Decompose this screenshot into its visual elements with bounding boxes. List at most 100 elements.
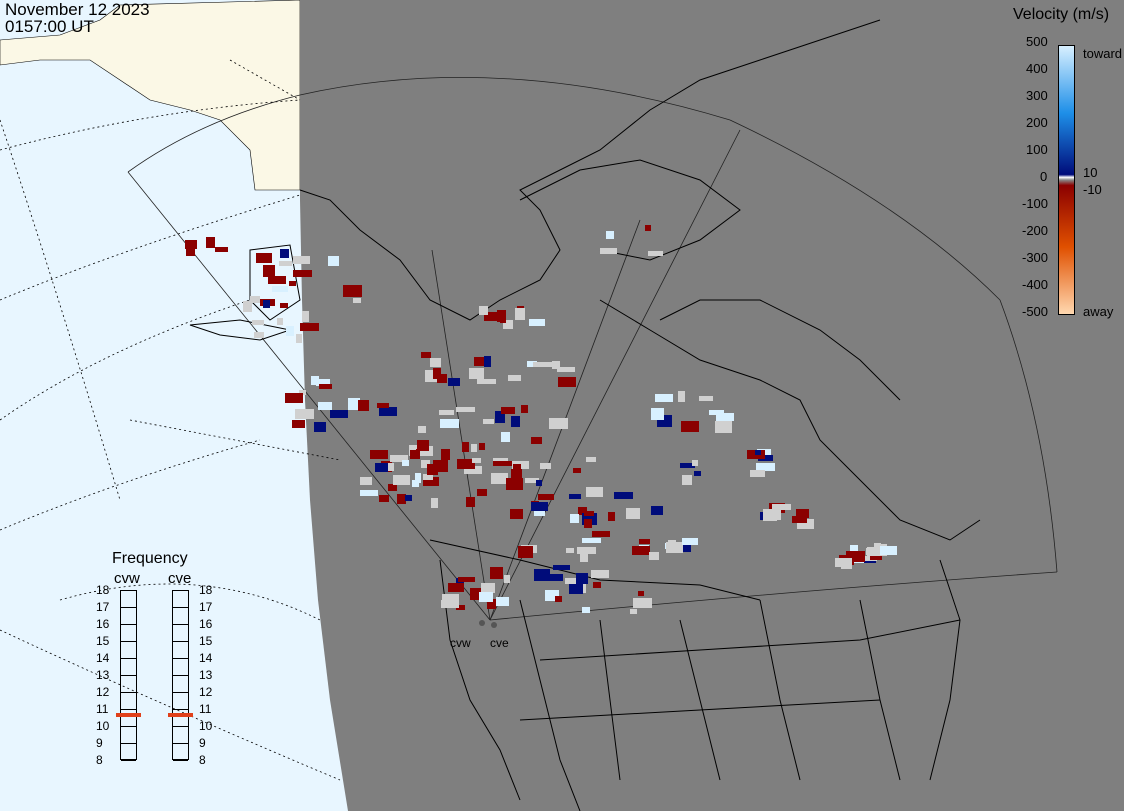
velocity-cell: [456, 605, 465, 610]
velocity-cell: [493, 458, 508, 463]
velocity-cell: [846, 551, 865, 562]
frequency-scale-label: 11: [96, 702, 109, 716]
velocity-cell: [755, 450, 761, 455]
frequency-cell: [121, 659, 136, 676]
frequency-cell: [173, 676, 188, 693]
frequency-cell: [121, 608, 136, 625]
velocity-cell: [483, 419, 494, 424]
velocity-cell: [299, 390, 306, 395]
velocity-cell: [527, 361, 537, 367]
frequency-scale-label: 14: [199, 651, 213, 665]
frequency-scale-label: 18: [199, 583, 213, 597]
velocity-cell: [525, 478, 539, 483]
velocity-cell: [678, 391, 685, 402]
velocity-cell: [518, 546, 533, 558]
frequency-cell: [121, 625, 136, 642]
velocity-cell: [511, 416, 520, 427]
velocity-cell: [379, 407, 397, 416]
velocity-cell: [515, 308, 525, 320]
velocity-cell: [552, 361, 560, 369]
velocity-tick: -200: [1022, 223, 1049, 238]
velocity-cell: [584, 519, 592, 528]
coastlines: [189, 19, 981, 811]
velocity-cell: [415, 473, 421, 483]
velocity-cell: [302, 311, 309, 322]
radar-name-cvw: cvw: [114, 570, 140, 587]
frequency-scale-label: 11: [199, 702, 212, 716]
frequency-cell: [121, 727, 136, 744]
velocity-cell: [254, 332, 264, 338]
velocity-cell: [538, 494, 554, 500]
frequency-cell: [173, 642, 188, 659]
velocity-cell: [279, 261, 292, 266]
velocity-cell: [186, 246, 195, 256]
velocity-cell: [835, 558, 852, 567]
velocity-cell: [330, 410, 348, 418]
velocity-cell: [316, 379, 330, 386]
velocity-cell: [651, 408, 664, 420]
velocity-cell: [439, 410, 454, 415]
velocity-cell: [531, 502, 548, 511]
velocity-cell: [360, 477, 372, 485]
velocity-cell: [469, 368, 484, 379]
velocity-tick: -500: [1022, 304, 1049, 319]
velocity-cell: [758, 455, 773, 461]
velocity-threshold-negative: -10: [1083, 182, 1102, 197]
velocity-cell: [388, 484, 397, 491]
radar-name-cve: cve: [168, 570, 192, 587]
radar-site-label-cve: cve: [490, 636, 509, 650]
velocity-cell: [496, 597, 509, 606]
velocity-cell: [318, 402, 332, 410]
frequency-cell: [173, 693, 188, 710]
velocity-cell: [493, 461, 512, 466]
velocity-cell: [423, 477, 439, 486]
velocity-cell: [692, 460, 698, 466]
velocity-cell: [458, 577, 475, 582]
velocity-cell: [387, 463, 394, 471]
frequency-panel-title: Frequency: [112, 550, 188, 567]
velocity-cell: [511, 469, 522, 481]
velocity-cell: [772, 504, 791, 510]
velocity-cells: [185, 225, 897, 614]
velocity-cell: [592, 531, 610, 537]
frequency-scale-label: 15: [199, 634, 213, 648]
velocity-cell: [479, 443, 485, 450]
velocity-tick: 300: [1026, 88, 1048, 103]
velocity-cell: [630, 609, 637, 614]
frequency-scale-label: 16: [199, 617, 213, 631]
frequency-marker-cve: [168, 713, 193, 717]
velocity-cell: [487, 599, 496, 609]
velocity-cell: [433, 368, 441, 379]
velocity-cell: [666, 542, 683, 553]
velocity-cell: [397, 494, 406, 504]
velocity-cell: [682, 475, 692, 485]
velocity-cell: [651, 506, 663, 515]
velocity-cell: [544, 574, 563, 581]
frequency-scale-label: 10: [199, 719, 213, 733]
velocity-cell: [614, 492, 633, 499]
velocity-cell: [293, 256, 310, 264]
velocity-cell: [448, 583, 464, 592]
velocity-cell: [437, 374, 447, 383]
velocity-cell: [549, 418, 568, 429]
velocity-cell: [462, 442, 469, 452]
velocity-tick: -100: [1022, 196, 1049, 211]
velocity-cell: [206, 237, 215, 248]
velocity-cell: [555, 596, 562, 602]
velocity-cell: [477, 489, 487, 496]
frequency-scale-label: 8: [199, 753, 206, 767]
velocity-cell: [457, 459, 475, 469]
frequency-scale-label: 14: [96, 651, 110, 665]
velocity-cell: [296, 334, 302, 343]
velocity-cell: [709, 410, 724, 415]
velocity-cell: [716, 413, 734, 421]
velocity-cell: [529, 319, 545, 326]
velocity-cell: [427, 464, 438, 475]
velocity-cell: [490, 567, 503, 579]
velocity-cell: [649, 552, 659, 560]
velocity-cell: [586, 487, 603, 497]
velocity-cell: [314, 422, 326, 432]
velocity-cell: [534, 510, 545, 516]
frequency-cell: [121, 710, 136, 727]
